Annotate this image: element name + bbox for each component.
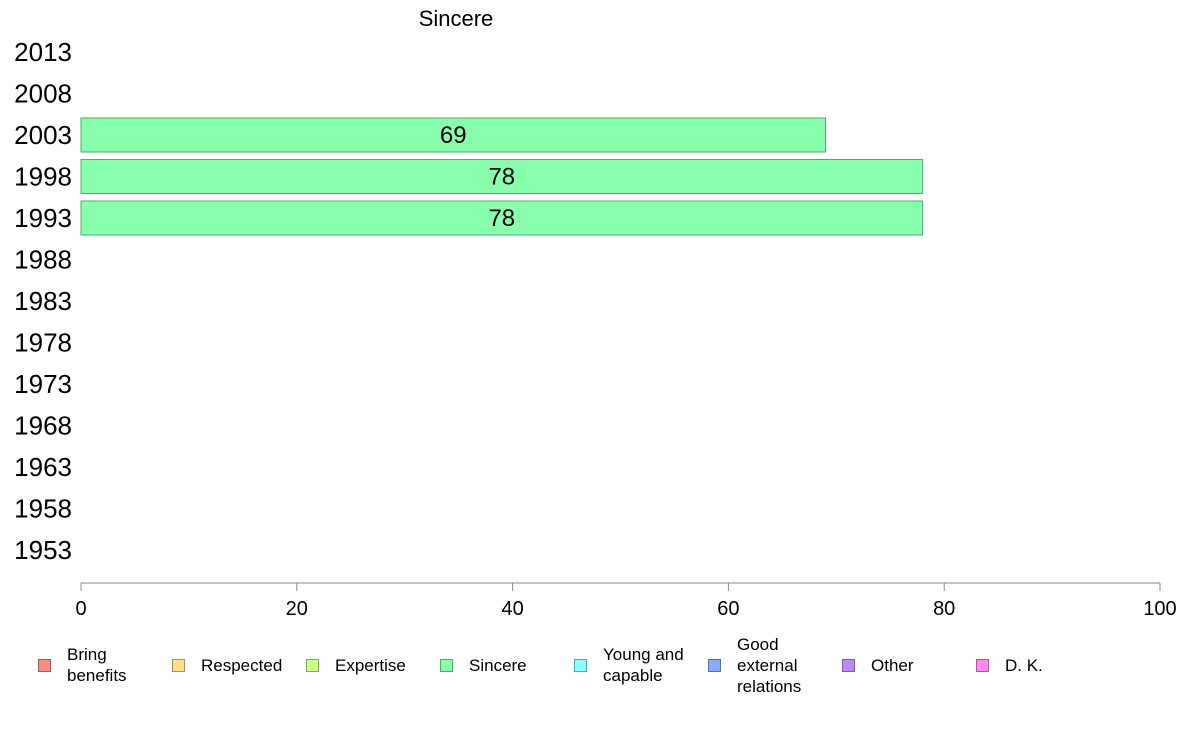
x-tick-label: 0 <box>75 598 86 620</box>
y-tick-label: 1978 <box>14 328 72 358</box>
legend-item: Young and capable <box>574 630 684 700</box>
y-tick-label: 2013 <box>14 37 72 67</box>
bar-1998 <box>80 159 924 194</box>
legend-item: Respected <box>172 630 282 700</box>
x-tick-label: 80 <box>933 598 955 620</box>
y-tick-label: 1983 <box>14 286 72 316</box>
y-tick-label: 2003 <box>14 120 72 150</box>
legend-label: D. K. <box>1005 655 1043 675</box>
legend-swatch <box>842 658 855 672</box>
legend-item: D. K. <box>976 630 1043 700</box>
bar-2003 <box>80 117 827 153</box>
legend-swatch <box>440 658 453 672</box>
legend-label: Respected <box>201 655 283 675</box>
legend-label: Expertise <box>335 655 406 675</box>
y-tick-label: 1968 <box>14 411 72 441</box>
legend-swatch <box>976 658 989 672</box>
y-tick-labels: 2013 2008 2003 1998 1993 1988 1983 1978 1973 1968… <box>14 37 72 565</box>
legend-swatch <box>38 658 51 672</box>
bars-group <box>80 117 924 236</box>
legend-swatch <box>306 658 319 672</box>
data-label-1993: 78 <box>488 205 515 232</box>
x-tick-label: 20 <box>286 598 308 620</box>
y-tick-label: 1953 <box>14 535 72 565</box>
y-tick-label: 1973 <box>14 369 72 399</box>
bar-1993 <box>80 200 924 236</box>
legend-item: Expertise <box>306 630 406 700</box>
legend-item: Sincere <box>440 630 527 700</box>
legend-label: Young and capable <box>603 645 684 685</box>
legend-item: Good external relations <box>708 630 801 700</box>
x-tick-label: 100 <box>1143 598 1176 620</box>
bar-chart: Sincere 69 78 78 2013 2008 2003 1998 1993 1988 1… <box>14 6 1177 620</box>
legend-label: Bring benefits <box>67 645 127 685</box>
legend-label: Good external relations <box>737 634 802 696</box>
legend-swatch <box>708 658 721 672</box>
x-tick-marks: 0 20 40 60 80 100 <box>75 583 1177 620</box>
legend: Bring benefits Respected Expertise Sincere Y… <box>0 630 1188 710</box>
y-tick-label: 1958 <box>14 494 72 524</box>
legend-item: Other <box>842 630 914 700</box>
legend-swatch <box>574 658 587 672</box>
data-label-2003: 69 <box>440 122 467 149</box>
x-tick-label: 40 <box>501 598 523 620</box>
legend-item: Bring benefits <box>38 630 127 700</box>
x-tick-label: 60 <box>717 598 739 620</box>
y-tick-label: 1963 <box>14 452 72 482</box>
legend-label: Other <box>871 655 914 675</box>
data-labels-group: 69 78 78 <box>440 122 515 232</box>
y-tick-label: 2008 <box>14 79 72 109</box>
y-tick-label: 1998 <box>14 162 72 192</box>
y-tick-label: 1988 <box>14 245 72 275</box>
legend-swatch <box>172 658 185 672</box>
y-tick-label: 1993 <box>14 203 72 233</box>
data-label-1998: 78 <box>488 164 515 191</box>
chart-title: Sincere <box>419 6 494 31</box>
legend-label: Sincere <box>469 655 527 675</box>
